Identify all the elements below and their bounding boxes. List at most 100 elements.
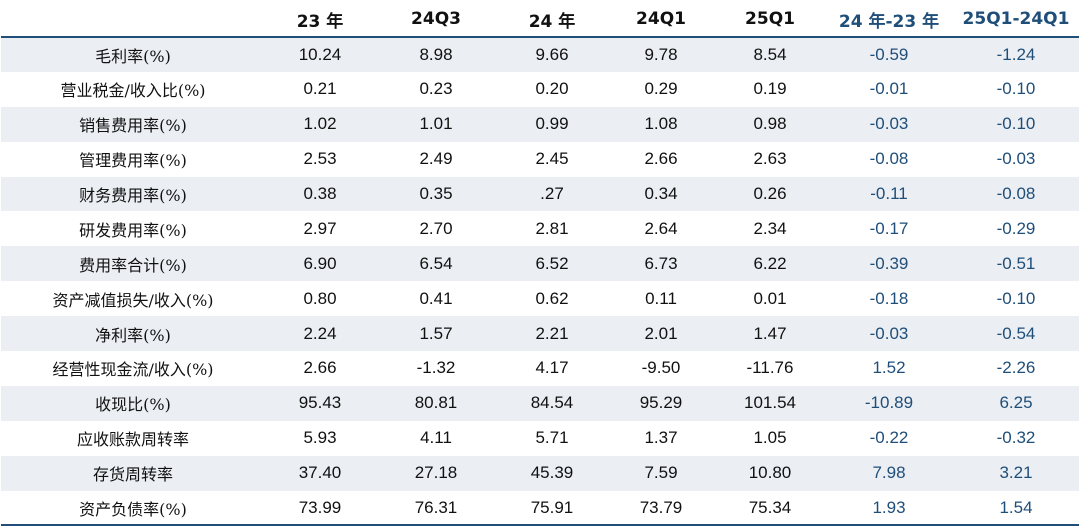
value-cell: 7.59 [644,463,678,483]
row-label: 管理费用率(%) [79,151,187,171]
diff-cell: -0.10 [996,288,1036,308]
value-cell: 95.43 [298,393,342,413]
diff-cell: -0.59 [869,44,909,64]
diff-cell: -0.18 [869,288,909,308]
value-cell: 76.31 [375,490,497,527]
value-cell: 9.66 [535,44,569,64]
table-row: 收现比(%) 95.43 80.81 84.54 95.29 101.54 -10.89 6.… [1,385,1079,421]
diff-cell: -0.11 [870,184,908,203]
value-cell: 0.19 [753,79,787,99]
diff-cell: -0.10 [996,79,1036,99]
value-cell: 6.52 [535,253,569,273]
value-cell: 1.01 [419,114,453,134]
value-cell: 8.98 [419,44,453,64]
value-cell: 2.66 [303,358,337,378]
value-cell: 0.34 [644,184,678,203]
value-cell: 45.39 [530,463,574,483]
value-cell: 10.24 [298,44,342,64]
value-cell: 101.54 [744,393,796,413]
value-cell: 0.99 [535,114,569,134]
value-cell: 2.97 [303,218,337,238]
diff-cell: 6.25 [999,393,1033,413]
value-cell: 2.21 [535,323,569,343]
value-cell: 0.98 [753,114,787,134]
diff-cell: 1.93 [825,490,953,527]
value-cell: -11.76 [746,358,794,378]
value-cell: 75.91 [497,490,607,527]
value-cell: 6.73 [644,253,678,273]
value-cell: 0.62 [535,288,569,308]
header-row: 23 年 24Q3 24 年 24Q1 25Q1 24 年-23 年 25Q1-… [1,2,1079,38]
diff-cell: -0.08 [869,149,909,169]
diff-cell: -0.01 [869,79,909,99]
diff-cell: -0.29 [996,218,1036,238]
header-24-minus-23: 24 年-23 年 [825,2,953,38]
value-cell: 6.90 [303,253,337,273]
value-cell: 2.70 [419,218,453,238]
value-cell: 4.11 [420,428,452,448]
value-cell: 5.71 [535,428,569,448]
value-cell: 2.49 [419,149,453,169]
value-cell: 10.80 [748,463,792,483]
value-cell: 1.57 [419,323,453,343]
diff-cell: -2.26 [996,358,1036,378]
value-cell: 2.45 [535,149,569,169]
header-24-year: 24 年 [497,2,607,38]
value-cell: 0.80 [303,288,337,308]
value-cell: 2.66 [644,149,678,169]
header-23-year: 23 年 [265,2,375,38]
row-label: 净利率(%) [95,325,171,345]
row-label: 存货周转率 [92,465,173,485]
table-row: 销售费用率(%) 1.02 1.01 0.99 1.08 0.98 -0.03 -0.10 [1,106,1079,142]
row-label: 资产负债率(%) [1,490,265,527]
value-cell: 73.99 [265,490,375,527]
value-cell: 2.81 [535,218,569,238]
table-header: 23 年 24Q3 24 年 24Q1 25Q1 24 年-23 年 25Q1-… [1,2,1079,38]
diff-cell: -0.03 [869,323,909,343]
value-cell: 95.29 [639,393,683,413]
value-cell: 0.20 [535,79,569,99]
header-label-cell [1,2,265,38]
diff-cell: 1.52 [872,358,906,378]
value-cell: 1.08 [644,114,678,134]
row-label: 应收账款周转率 [76,430,189,450]
table-row: 营业税金/收入比(%) 0.21 0.23 0.20 0.29 0.19 -0.01 -0.1… [1,71,1079,107]
diff-cell: 7.98 [872,463,906,483]
value-cell: 0.26 [753,184,787,203]
diff-cell: -1.24 [996,44,1036,64]
diff-cell: -0.51 [996,253,1036,273]
diff-cell: -0.10 [996,114,1036,134]
value-cell: 1.37 [644,428,678,448]
table-row: 财务费用率(%) 0.38 0.35 .27 0.34 0.26 -0.11 -0.08 [1,176,1079,212]
row-label: 资产减值损失/收入(%) [52,290,214,310]
value-cell: .27 [540,184,564,203]
value-cell: -9.50 [641,358,681,378]
table-row: 资产负债率(%) 73.99 76.31 75.91 73.79 75.34 1.93 1.5… [1,490,1079,527]
table-body: 毛利率(%) 10.24 8.98 9.66 9.78 8.54 -0.59 -1.24 营业税… [1,37,1079,527]
diff-cell: -0.22 [869,428,909,448]
header-24q3: 24Q3 [375,2,497,38]
diff-cell: -10.89 [864,393,914,413]
table-row: 费用率合计(%) 6.90 6.54 6.52 6.73 6.22 -0.39 -0.51 [1,246,1079,282]
value-cell: 6.22 [753,253,787,273]
diff-cell: -0.39 [869,253,909,273]
row-label: 经营性现金流/收入(%) [52,360,214,380]
row-label: 收现比(%) [95,395,171,415]
value-cell: 1.05 [753,428,787,448]
diff-cell: -0.54 [996,323,1036,343]
header-25q1-minus-24q1: 25Q1-24Q1 [953,2,1079,38]
value-cell: 2.64 [644,218,678,238]
diff-cell: -0.03 [996,149,1036,169]
value-cell: 37.40 [298,463,342,483]
value-cell: 1.47 [753,323,787,343]
value-cell: 4.17 [535,358,569,378]
value-cell: 5.93 [303,428,337,448]
table-row: 管理费用率(%) 2.53 2.49 2.45 2.66 2.63 -0.08 -0.03 [1,141,1079,177]
table-row: 毛利率(%) 10.24 8.98 9.66 9.78 8.54 -0.59 -1.24 [1,37,1079,72]
value-cell: 0.01 [753,288,787,308]
value-cell: 6.54 [419,253,453,273]
table-row: 应收账款周转率 5.93 4.11 5.71 1.37 1.05 -0.22 -0.32 [1,420,1079,456]
value-cell: 9.78 [644,44,678,64]
